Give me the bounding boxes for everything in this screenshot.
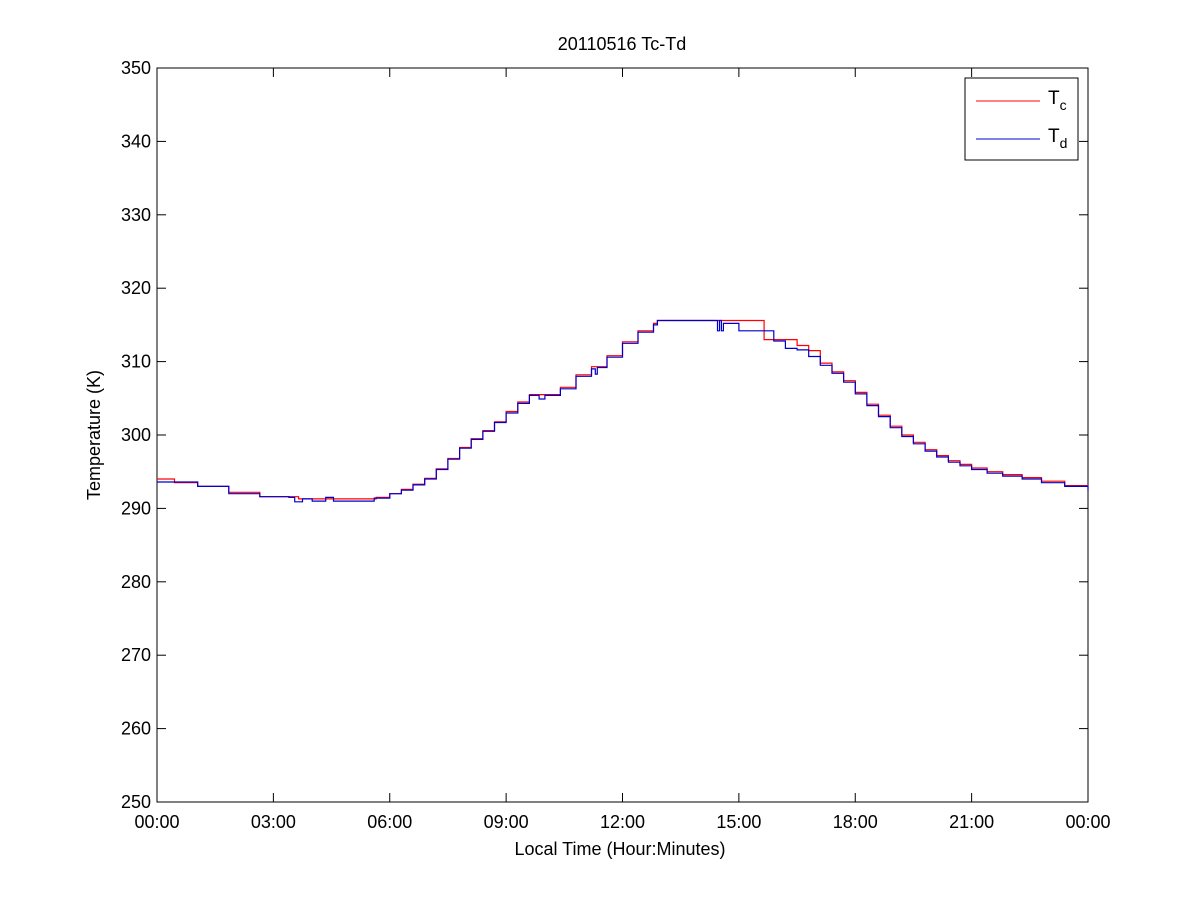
legend-subscript-td: d (1060, 135, 1068, 151)
y-axis-label: Temperature (K) (84, 370, 104, 500)
legend-entry-tc: Tc (1048, 88, 1067, 113)
chart-title: 20110516 Tc-Td (558, 34, 686, 54)
y-tick-label: 290 (121, 498, 151, 518)
axis-tick-labels: 00:00 03:00 06:00 09:00 12:00 15:00 18:00 21:00… (121, 58, 1111, 832)
legend-label-tc: T (1048, 88, 1060, 109)
y-tick-label: 350 (121, 58, 151, 78)
legend: Tc Td (964, 77, 1079, 161)
x-tick-label: 15:00 (716, 812, 761, 832)
x-tick-label: 00:00 (1065, 812, 1110, 832)
y-tick-label: 280 (121, 572, 151, 592)
y-tick-label: 330 (121, 205, 151, 225)
y-tick-label: 320 (121, 278, 151, 298)
legend-box (964, 77, 1079, 161)
y-tick-label: 250 (121, 792, 151, 812)
x-tick-label: 09:00 (484, 812, 529, 832)
series-layer (157, 319, 1089, 503)
x-tick-label: 00:00 (134, 812, 179, 832)
y-tick-label: 260 (121, 719, 151, 739)
x-tick-label: 12:00 (600, 812, 645, 832)
plot-area (156, 67, 1089, 803)
axis-ticks (156, 67, 1089, 803)
y-tick-label: 310 (121, 352, 151, 372)
y-tick-label: 270 (121, 645, 151, 665)
y-tick-label: 340 (121, 131, 151, 151)
legend-entry-td: Td (1048, 126, 1067, 151)
x-tick-label: 21:00 (949, 812, 994, 832)
x-axis-label: Local Time (Hour:Minutes) (514, 839, 725, 859)
legend-label-td: T (1048, 126, 1060, 147)
x-tick-label: 03:00 (251, 812, 296, 832)
legend-subscript-tc: c (1060, 97, 1067, 113)
x-tick-label: 06:00 (367, 812, 412, 832)
y-tick-label: 300 (121, 425, 151, 445)
x-tick-label: 18:00 (833, 812, 878, 832)
series-line-td (157, 319, 1089, 503)
